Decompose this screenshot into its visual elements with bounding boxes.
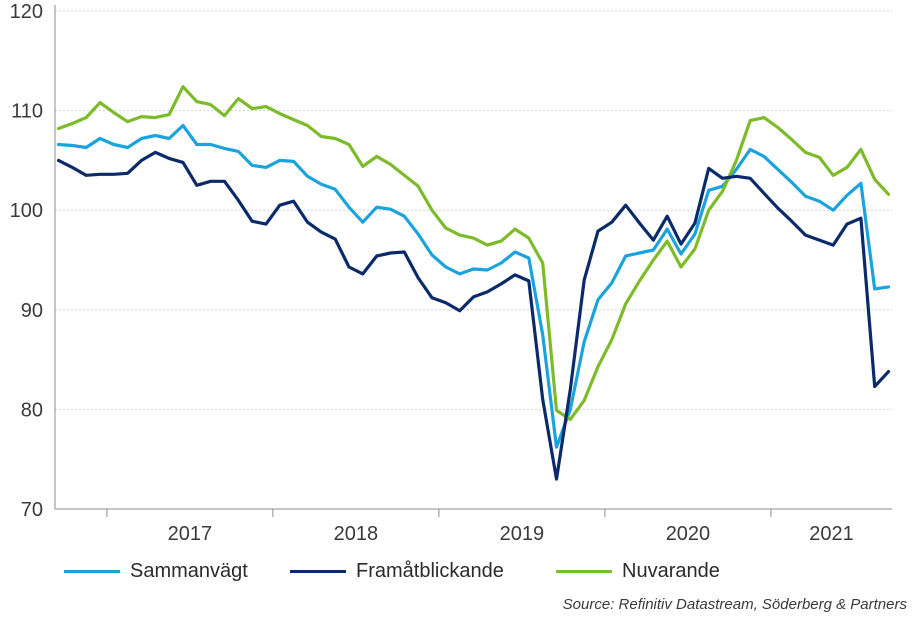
y-tick-label-90: 90: [21, 300, 43, 322]
x-tick-label-2018: 2018: [334, 523, 379, 545]
legend-swatch-framatblickande: [290, 570, 346, 573]
legend-label-sammanvagt: Sammanvägt: [130, 560, 248, 582]
series-line-1: [56, 150, 891, 481]
legend-item-nuvarande: Nuvarande: [556, 560, 720, 583]
legend: Sammanvägt Framåtblickande Nuvarande: [64, 560, 720, 583]
y-tick-label-120: 120: [10, 1, 43, 23]
series-line-2: [56, 85, 891, 421]
y-tick-label-110: 110: [11, 101, 43, 123]
x-tick-label-2020: 2020: [666, 523, 711, 545]
x-tick-label-2017: 2017: [168, 523, 213, 545]
line-chart: 70 80 90 100 110 120 2017 2018 2019 2020 2021: [10, 1, 892, 545]
legend-label-framatblickande: Framåtblickande: [356, 560, 504, 582]
y-tick-label-100: 100: [10, 200, 43, 222]
x-tick-label-2021: 2021: [809, 523, 854, 545]
legend-swatch-sammanvagt: [64, 570, 120, 573]
source-note: Source: Refinitiv Datastream, Söderberg …: [562, 596, 907, 613]
y-tick-label-80: 80: [21, 399, 43, 421]
legend-swatch-nuvarande: [556, 570, 612, 573]
x-tick-label-2019: 2019: [500, 523, 545, 545]
legend-item-sammanvagt: Sammanvägt: [64, 560, 290, 583]
y-tick-label-70: 70: [21, 499, 43, 521]
series-line-0: [56, 123, 891, 449]
legend-label-nuvarande: Nuvarande: [622, 560, 720, 582]
legend-item-framatblickande: Framåtblickande: [290, 560, 556, 583]
